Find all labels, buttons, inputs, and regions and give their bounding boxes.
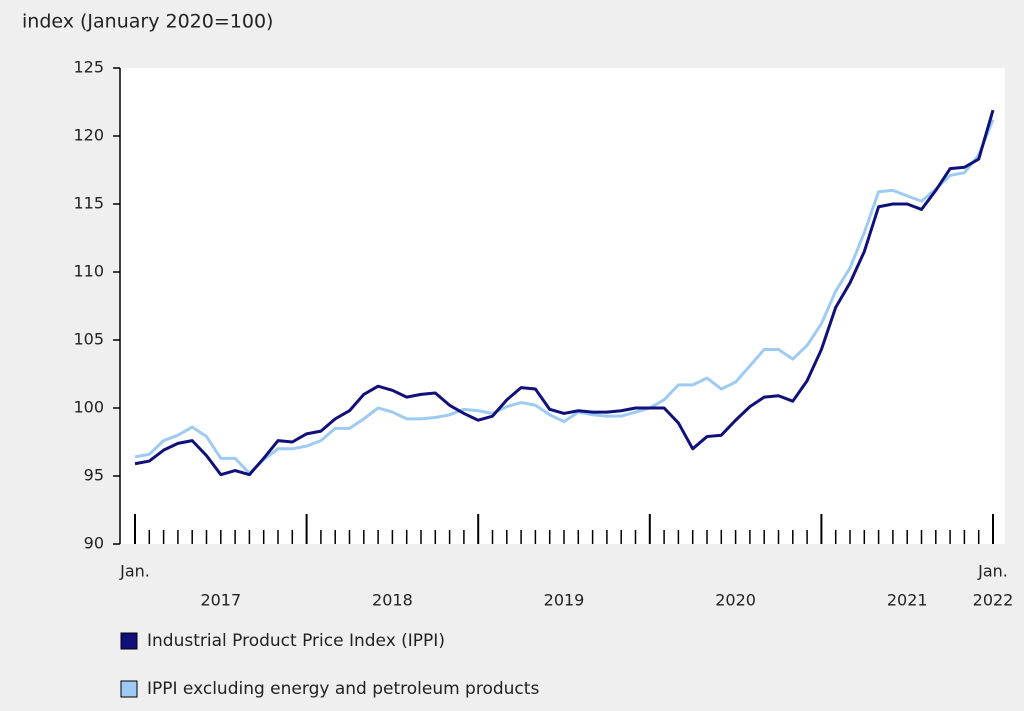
y-tick-label: 100 <box>73 398 104 417</box>
x-group-label: 2019 <box>544 591 585 610</box>
chart-title: index (January 2020=100) <box>22 11 273 33</box>
y-tick-label: 120 <box>73 126 104 145</box>
x-group-label: 2018 <box>372 591 413 610</box>
y-tick-label: 95 <box>84 466 104 485</box>
x-group-label: 2021 <box>887 591 928 610</box>
y-tick-label: 115 <box>73 194 104 213</box>
x-group-label: 2017 <box>200 591 241 610</box>
legend-label: IPPI excluding energy and petroleum prod… <box>147 679 539 699</box>
series-line <box>134 109 995 477</box>
plot-area <box>120 68 1005 544</box>
y-tick-label: 90 <box>84 534 104 553</box>
x-group-label: 2020 <box>715 591 756 610</box>
x-tick-label: Jan. <box>977 562 1008 581</box>
legend-label: Industrial Product Price Index (IPPI) <box>147 631 445 651</box>
x-group-label: 2022 <box>973 591 1014 610</box>
series-line <box>134 119 995 475</box>
legend-swatch <box>120 632 138 650</box>
y-tick-label: 110 <box>73 262 104 281</box>
x-tick-label: Jan. <box>119 562 150 581</box>
y-tick-label: 125 <box>73 58 104 77</box>
legend-swatch <box>120 680 138 698</box>
y-tick-label: 105 <box>73 330 104 349</box>
